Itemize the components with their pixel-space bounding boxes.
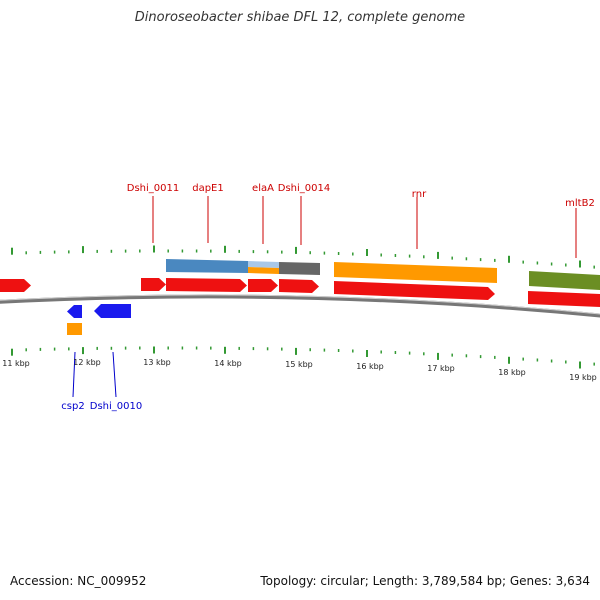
- genome-backbone: [0, 294, 600, 318]
- leader-line-Dshi_0010: [112, 351, 117, 398]
- topology-text: Topology: circular; Length: 3,789,584 bp…: [260, 574, 590, 588]
- feature-lightblue: [248, 261, 279, 268]
- scale-label: 14 kbp: [214, 359, 242, 368]
- genome-backbone-highlight: [0, 294, 600, 315]
- scale-label: 19 kbp: [569, 373, 597, 382]
- scale-label: 12 kbp: [73, 358, 101, 367]
- scale-label: 15 kbp: [285, 360, 313, 369]
- reverse-genes: [67, 304, 131, 335]
- label-Dshi_0010: Dshi_0010: [90, 401, 142, 412]
- feature-grey: [279, 262, 320, 275]
- gene-arrow-forward: [0, 279, 31, 292]
- feature-row: [166, 259, 600, 290]
- gene-arrow-Dshi_0014: [279, 279, 319, 293]
- scale-label: 18 kbp: [498, 368, 526, 377]
- label-Dshi_0011: Dshi_0011: [127, 183, 179, 194]
- reverse-leader-lines: [72, 351, 117, 398]
- gene-arrow-elaA: [248, 279, 278, 292]
- gene-arrow-forward: [141, 278, 166, 291]
- label-dapE1: dapE1: [192, 183, 224, 194]
- label-rnr: rnr: [412, 189, 427, 200]
- feature-orange-small: [248, 267, 279, 274]
- gene-arrow-mltB2: [528, 291, 600, 307]
- accession-text: Accession: NC_009952: [10, 574, 147, 588]
- scale-label: 17 kbp: [427, 364, 455, 373]
- scale-label: 16 kbp: [356, 362, 384, 371]
- tick-row-top: [11, 245, 595, 269]
- feature-orange-rnr: [334, 262, 497, 283]
- feature-orange-reverse: [67, 323, 82, 335]
- gene-arrow-Dshi_0010: [94, 304, 131, 318]
- gene-arrow-rnr: [334, 281, 495, 300]
- gene-arrow-dapE1: [166, 278, 247, 292]
- tick-row-bottom: [11, 346, 595, 369]
- gene-arrow-csp2: [67, 305, 82, 318]
- feature-blue: [166, 259, 248, 273]
- scale-label: 13 kbp: [143, 358, 171, 367]
- forward-leader-lines: [152, 196, 577, 258]
- scale-label: 11 kbp: [2, 359, 30, 368]
- label-Dshi_0014: Dshi_0014: [278, 183, 330, 194]
- label-csp2: csp2: [61, 401, 84, 412]
- forward-genes: [0, 278, 600, 307]
- feature-olive: [529, 271, 600, 290]
- leader-line-csp2: [72, 351, 76, 398]
- label-elaA: elaA: [252, 183, 274, 194]
- map-title: Dinoroseobacter shibae DFL 12, complete …: [134, 10, 466, 25]
- label-mltB2: mltB2: [565, 198, 595, 209]
